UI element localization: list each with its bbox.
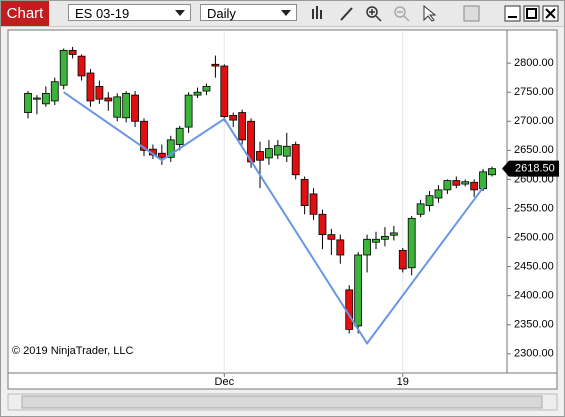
candle-body [95,85,104,100]
candle-body [363,238,371,256]
copyright: © 2019 NinjaTrader, LLC [12,345,133,357]
candle-body [238,112,247,141]
y-tick-label: 2700.00 [514,115,554,127]
candle-body [300,179,309,206]
y-tick-label: 2350.00 [514,319,554,331]
y-tick-label: 2400.00 [514,290,554,302]
candle-body [443,180,452,191]
candle-body [416,203,425,215]
candle-body [59,49,68,86]
candle-body [193,91,202,96]
tile-button[interactable] [463,5,480,22]
candle-body [41,92,50,105]
last-price-marker [502,160,559,177]
candle-body [470,181,479,191]
y-tick-label: 2300.00 [514,348,554,360]
y-tick-label: 2500.00 [514,231,554,243]
candle-body [327,234,336,240]
candle-body [381,235,389,240]
candle-body [389,232,398,236]
candle-body [50,81,59,102]
candle-body [184,94,193,128]
y-tick-label: 2550.00 [514,202,554,214]
bars-icon[interactable] [312,6,322,19]
candle-body [77,55,86,77]
candle-body [104,97,113,102]
toolbar-icons [312,4,559,22]
candle-body [140,120,148,151]
candle-body [157,152,166,158]
candle-body [452,180,461,186]
y-tick-label: 2650.00 [514,144,554,156]
candle-body [68,49,77,55]
candle-body [220,65,229,118]
candle-body [175,127,184,145]
candle-body [273,145,282,156]
candle-body [265,148,273,159]
y-tick-label: 2450.00 [514,261,554,273]
zoom-out-icon[interactable] [394,6,410,22]
candle-body [407,217,416,269]
trend-line [63,91,484,346]
candle-body [166,139,175,158]
x-tick-label: Dec [215,376,235,388]
candle-body [425,195,434,206]
candle-body [354,254,363,327]
candle-body [122,92,131,119]
candle-body [131,94,139,122]
scroll-thumb[interactable] [21,395,543,409]
draw-icon[interactable] [340,7,353,21]
candle-body [291,144,300,176]
interval-select[interactable]: Daily [200,4,297,21]
candle-body [24,92,32,113]
candle-body [202,85,211,92]
y-tick-label: 2800.00 [514,57,554,69]
chart-tab[interactable]: Chart [1,1,49,26]
candle-body [33,97,41,100]
y-tick-label: 2750.00 [514,86,554,98]
x-tick-label: 19 [397,376,409,388]
candle-body [309,193,318,215]
candle-body [256,151,264,161]
last-price-label: 2618.50 [515,163,555,175]
instrument-select[interactable]: ES 03-19 [68,4,191,21]
candle-body [86,72,95,102]
zoom-in-icon[interactable] [366,6,382,22]
candle-body [282,145,291,157]
candle-body [336,239,345,256]
candle-body [398,249,407,270]
candle-body [318,213,327,236]
candle-body [229,115,238,121]
candle-body [488,168,496,176]
toolbar: Chart ES 03-19 Daily [1,1,564,27]
candle-body [479,171,487,190]
candle-body [113,96,122,118]
pointer-icon[interactable] [423,4,437,22]
candle-body [434,189,443,199]
candle-body [461,181,470,185]
candle-body [211,63,220,67]
candle-body [372,238,380,243]
